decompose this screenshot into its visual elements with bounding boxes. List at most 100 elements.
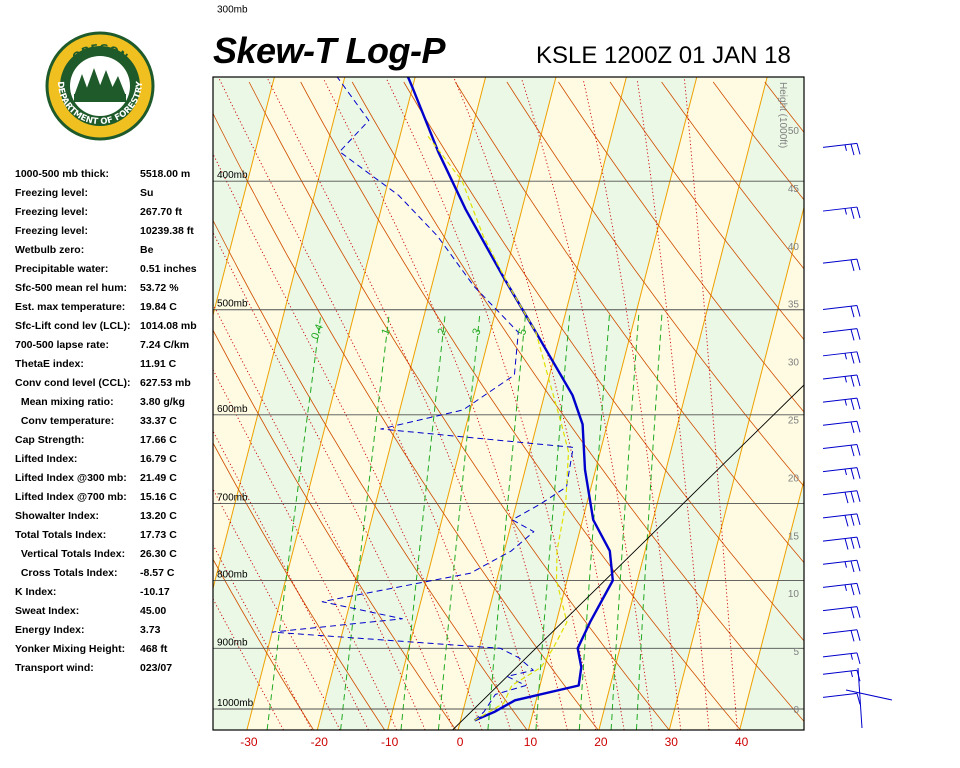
wind-barb-flag [856,328,861,340]
stat-label: Sfc-500 mean rel hum: [15,282,128,294]
pressure-label: 400mb [217,170,248,181]
height-tick-label: 45 [788,184,800,195]
wind-barb-flag [856,652,861,665]
height-tick-label: 0 [793,705,799,716]
wind-barb-flag [844,515,849,527]
wind-barb-flag [850,445,855,457]
x-tick-label: 20 [594,735,608,749]
wind-barb-half-flag [844,561,847,568]
height-tick-label: 20 [788,473,800,484]
stat-label: Energy Index: [15,624,85,636]
wind-barb-flag [850,375,855,387]
height-tick-label: 5 [793,647,799,658]
stat-label: Sweat Index: [15,605,80,617]
wind-barb-half-flag [844,399,847,406]
isotherm-line [598,77,768,730]
wind-barbs [822,142,893,729]
height-tick-label: 10 [788,589,800,600]
stat-value: 21.49 C [140,472,177,484]
wind-barb-flag [850,491,855,503]
wind-barb-flag [856,421,861,433]
moist-adiabat [323,78,568,730]
stat-value: 19.84 C [140,301,177,313]
wind-barb-flag [850,468,855,480]
moist-adiabat [684,78,738,730]
moist-adiabat [521,78,653,730]
stat-label: Mean mixing ratio: [15,396,114,408]
mixing-ratio-label: 2 [436,327,449,337]
wind-barb-flag [856,467,861,479]
dry-adiabat [816,82,960,730]
height-tick-label: 15 [788,531,800,542]
isotherm-line [0,77,134,730]
stat-label: Conv cond level (CCL): [15,377,131,389]
stat-value: 267.70 ft [140,206,183,218]
x-tick-label: -20 [311,735,329,749]
wind-barb-staff [822,692,858,698]
stat-label: 700-500 lapse rate: [15,339,109,351]
stat-label: Conv temperature: [15,415,115,427]
x-tick-label: 30 [665,735,679,749]
moist-adiabat [453,78,625,730]
dry-adiabat [609,81,804,341]
moist-adiabat [218,78,511,730]
wind-barb-half-flag [844,584,847,591]
wind-barb-half-flag [844,468,847,476]
wind-barb-flag [856,444,861,456]
wind-barb-flag [856,305,861,317]
stat-value: 11.91 C [140,358,177,370]
stat-label: Freezing level: [15,187,88,199]
stat-value: Su [140,187,154,199]
isotherm-band [458,77,697,730]
stat-label: Showalter Index: [15,510,100,522]
dry-adiabat [661,81,804,270]
svg-text:OREGON: OREGON [70,42,130,64]
pressure-label: 900mb [217,637,248,648]
stat-label: Cap Strength: [15,434,85,446]
pressure-label: 700mb [217,493,248,504]
stat-label: Freezing level: [15,206,88,218]
stat-label: Precipitable water: [15,263,109,275]
stat-value: -8.57 C [140,567,175,579]
pressure-label: 800mb [217,569,248,580]
wind-barb-flag [856,629,861,641]
dry-adiabat [300,81,741,730]
dry-adiabat [213,219,528,730]
wind-barb-flag [856,560,861,572]
stat-value: 33.37 C [140,415,177,427]
isotherm-band [317,77,556,730]
dry-adiabat [868,82,960,730]
x-tick-label: 40 [735,735,749,749]
wind-barb-flag [850,421,855,434]
wind-barb-flag [856,259,861,271]
dry-adiabat [213,112,599,730]
stat-value: 53.72 % [140,282,179,294]
stat-label: K Index: [15,586,57,598]
wind-barb-staff [857,667,863,729]
stat-value: 15.16 C [140,491,177,503]
moist-adiabat [582,78,682,730]
stat-value: 45.00 [140,605,167,617]
moist-adiabat [213,543,313,730]
stat-value: 13.20 C [140,510,177,522]
stat-value: -10.17 [140,586,170,598]
moist-adiabat [213,152,483,730]
stat-value: Be [140,244,154,256]
wind-barb-flag [850,329,855,341]
mixing-ratio-label: 3 [470,327,483,337]
x-tick-label: 0 [457,735,464,749]
temperature-profile [406,77,614,722]
dry-adiabat [351,81,804,722]
stat-value: 0.51 inches [140,263,197,275]
stat-label: Wetbulb zero: [15,244,85,256]
isotherm-line [213,77,346,591]
wind-barb-flag [850,306,855,318]
logo-text-top: OREGON [70,42,130,64]
height-tick-label: 50 [788,126,800,137]
mixing-ratio-label: 0.4 [309,323,326,342]
wind-barb-flag [850,560,855,573]
dry-adiabat [920,82,960,730]
stat-label: 1000-500 mb thick: [15,168,109,180]
stat-value: 16.79 C [140,453,177,465]
